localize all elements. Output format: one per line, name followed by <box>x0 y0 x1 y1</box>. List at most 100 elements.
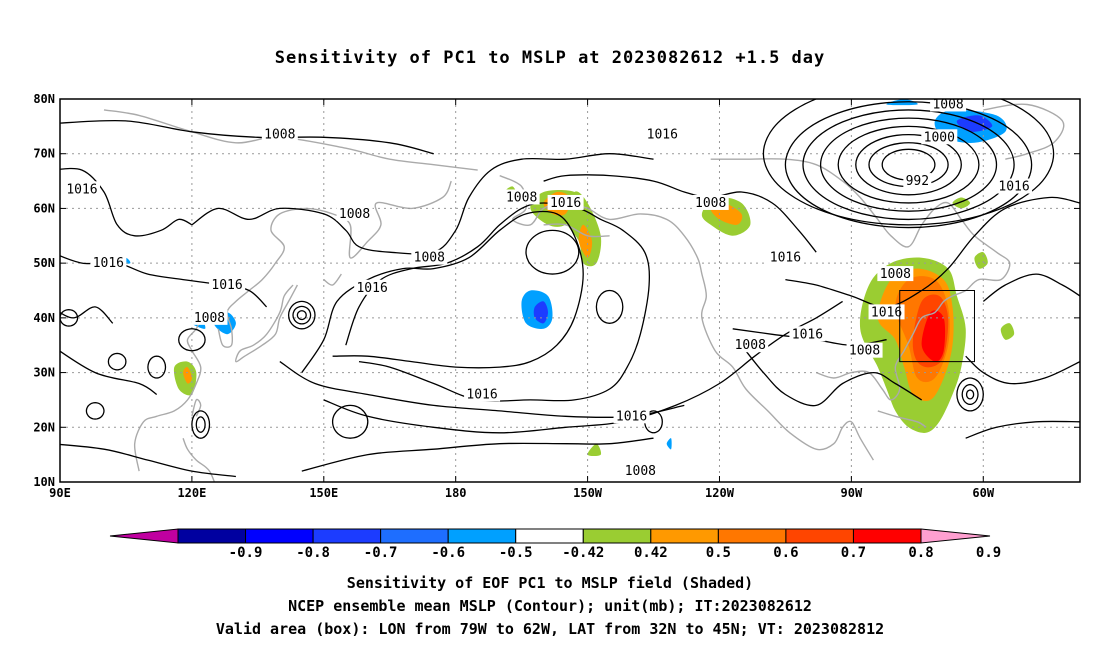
contour-label-bg <box>903 173 932 189</box>
contour-label-bg <box>930 96 967 112</box>
contour-label: 1016 <box>211 278 242 293</box>
caption-line-2: NCEP ensemble mean MSLP (Contour); unit(… <box>288 597 812 615</box>
colorbar-bin <box>245 528 314 544</box>
lat-tick-label: 10N <box>33 475 55 489</box>
contour-label-bg <box>411 249 448 265</box>
contour-label-bg <box>622 463 659 479</box>
map-title: Sensitivity of PC1 to MSLP at 2023082612… <box>274 48 826 68</box>
contour-labels: 1008 1016 1008 1016 1016 1008 1016 1008 1008 1016… <box>63 96 1033 479</box>
caption-line-1: Sensitivity of EOF PC1 to MSLP field (Sh… <box>346 574 754 592</box>
colorbar-bin <box>582 528 652 544</box>
lon-tick-label: 60W <box>972 486 994 500</box>
contour-label: 1000 <box>924 130 955 145</box>
contour-label: 1016 <box>792 327 823 342</box>
caption-line-3: Valid area (box): LON from 79W to 62W, L… <box>215 620 885 638</box>
colorbar-bin <box>717 528 787 544</box>
contour-label: 1016 <box>998 180 1029 195</box>
contour-label-bg <box>996 178 1033 194</box>
contour-label-bg <box>209 277 246 293</box>
lat-tick-label: 30N <box>33 366 55 380</box>
contour-label: 1008 <box>194 311 225 326</box>
colorbar-bin <box>785 528 854 544</box>
colorbar-bin <box>852 528 922 544</box>
lat-tick-label: 60N <box>33 201 55 215</box>
colorbar: -0.9 -0.8 -0.7 -0.6 -0.5 -0.42 0.42 0.5 0.6 0.7 0.… <box>109 528 1001 561</box>
contour-label: 1008 <box>264 128 295 143</box>
colorbar-tick-label: -0.5 <box>499 545 533 561</box>
contour-label-bg <box>846 342 883 358</box>
lon-tick-label: 120W <box>705 486 735 500</box>
lat-tick-label: 50N <box>33 256 55 270</box>
contour-label-bg <box>90 255 127 271</box>
contour-label: 1016 <box>871 305 902 320</box>
contour-label: 1016 <box>466 387 497 402</box>
contour-label-bg <box>692 194 729 210</box>
contour-label: 1008 <box>932 97 963 112</box>
colorbar-bin <box>650 528 719 544</box>
colorbar-tick-label: 0.6 <box>773 545 798 561</box>
contour-label: 1016 <box>616 409 647 424</box>
contour-label: 1016 <box>647 128 678 143</box>
contour-label-bg <box>732 337 769 353</box>
colorbar-tick-label: -0.9 <box>229 545 263 561</box>
contour-label-bg <box>336 205 373 221</box>
lat-tick-label: 20N <box>33 420 55 434</box>
contour-label: 992 <box>906 174 929 189</box>
contour-label-bg <box>868 304 905 320</box>
lon-tick-label: 180 <box>445 486 467 500</box>
lon-tick-label: 120E <box>177 486 206 500</box>
contour-label: 1016 <box>770 251 801 266</box>
contour-label: 1016 <box>356 281 387 296</box>
lon-tick-label: 150E <box>309 486 338 500</box>
lat-tick-label: 80N <box>33 92 55 106</box>
colorbar-bin <box>177 528 247 544</box>
lon-tick-label: 150W <box>573 486 603 500</box>
colorbar-tick-label: 0.42 <box>634 545 668 561</box>
colorbar-tick-label: 0.9 <box>976 545 1001 561</box>
lon-tick-label: 90W <box>841 486 863 500</box>
colorbar-bin <box>447 528 517 544</box>
colorbar-tick-label: -0.8 <box>296 545 330 561</box>
contour-label-bg <box>767 249 804 265</box>
contour-label: 1008 <box>414 251 445 266</box>
lat-tick-label: 40N <box>33 311 55 325</box>
colorbar-tick-label: 0.5 <box>706 545 731 561</box>
colorbar-tick-label: -0.7 <box>364 545 398 561</box>
contour-label: 1008 <box>695 196 726 211</box>
colorbar-tick-label: 0.8 <box>908 545 933 561</box>
contour-label: 1016 <box>66 182 97 197</box>
contour-label: 1016 <box>93 256 124 271</box>
contour-label: 1008 <box>625 464 656 479</box>
contour-label-bg <box>261 126 298 142</box>
contour-label-bg <box>464 386 501 402</box>
contour-label: 1016 <box>550 196 581 211</box>
colorbar-low-arrow <box>109 528 179 544</box>
contour-label-bg <box>921 129 958 145</box>
contour-label: 1008 <box>849 344 880 359</box>
colorbar-bin <box>515 528 584 544</box>
lon-tick-label: 90E <box>49 486 71 500</box>
colorbar-tick-label: 0.7 <box>841 545 866 561</box>
colorbar-bin <box>312 528 382 544</box>
contour-label: 1008 <box>506 190 537 205</box>
contour-label-bg <box>877 266 914 282</box>
lat-tick-label: 70N <box>33 147 55 161</box>
contour-label-bg <box>547 194 584 210</box>
contour-label-bg <box>644 126 681 142</box>
colorbar-high-arrow <box>920 528 991 544</box>
contour-label-bg <box>613 408 650 424</box>
contour-label-bg <box>789 326 826 342</box>
map-frame <box>59 98 1081 483</box>
contour-label: 1008 <box>339 207 370 222</box>
contour-label-bg <box>63 181 100 197</box>
contour-label: 1008 <box>735 338 766 353</box>
colorbar-bin <box>380 528 449 544</box>
contour-label-bg <box>354 279 391 295</box>
contour-label-bg <box>191 309 228 325</box>
colorbar-tick-label: -0.6 <box>431 545 465 561</box>
colorbar-tick-label: -0.42 <box>562 545 604 561</box>
valid-area-box <box>899 290 975 363</box>
contour-label: 1008 <box>880 267 911 282</box>
